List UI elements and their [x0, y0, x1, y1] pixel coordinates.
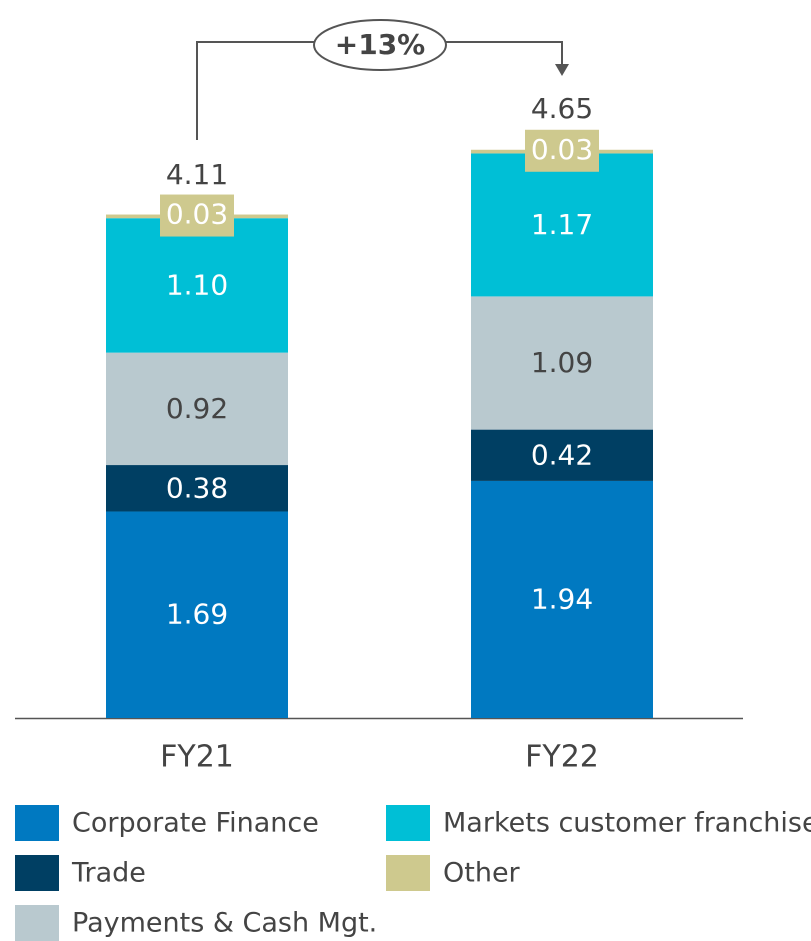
value-label: 1.17 — [531, 208, 593, 241]
bar-segment — [471, 429, 653, 481]
arrow-head — [555, 64, 569, 76]
bar-segment — [471, 296, 653, 430]
bar-segment — [106, 218, 288, 353]
legend-swatch — [15, 855, 59, 891]
value-label: 0.38 — [166, 471, 228, 504]
value-label: 1.94 — [531, 582, 593, 615]
bar-segment — [106, 352, 288, 466]
legend-label: Payments & Cash Mgt. — [72, 908, 377, 939]
growth-label: +13% — [335, 28, 425, 61]
bar-segment — [106, 511, 288, 718]
legend-label: Other — [443, 858, 521, 889]
value-label: 0.42 — [531, 438, 593, 471]
value-label: 0.03 — [531, 133, 593, 166]
legend-swatch — [386, 855, 430, 891]
value-label: 0.92 — [166, 392, 228, 425]
legend-label: Corporate Finance — [72, 808, 319, 839]
legend-swatch — [15, 905, 59, 941]
bar-segment — [471, 480, 653, 718]
value-label: 1.09 — [531, 346, 593, 379]
total-label: 4.11 — [166, 158, 228, 191]
legend-swatch — [386, 805, 430, 841]
bar-segment — [471, 153, 653, 297]
value-label: 1.69 — [166, 598, 228, 631]
label-box — [525, 129, 599, 172]
bar-segment — [106, 465, 288, 512]
total-label: 4.65 — [531, 92, 593, 125]
legend-label: Trade — [71, 858, 146, 889]
legend-swatch — [15, 805, 59, 841]
growth-bubble — [313, 19, 447, 71]
legend-label: Markets customer franchise — [443, 808, 811, 839]
value-label: 1.10 — [166, 268, 228, 301]
x-tick-label: FY22 — [525, 740, 599, 775]
value-label: 0.03 — [166, 198, 228, 231]
label-box — [160, 194, 234, 237]
x-tick-label: FY21 — [160, 740, 234, 775]
